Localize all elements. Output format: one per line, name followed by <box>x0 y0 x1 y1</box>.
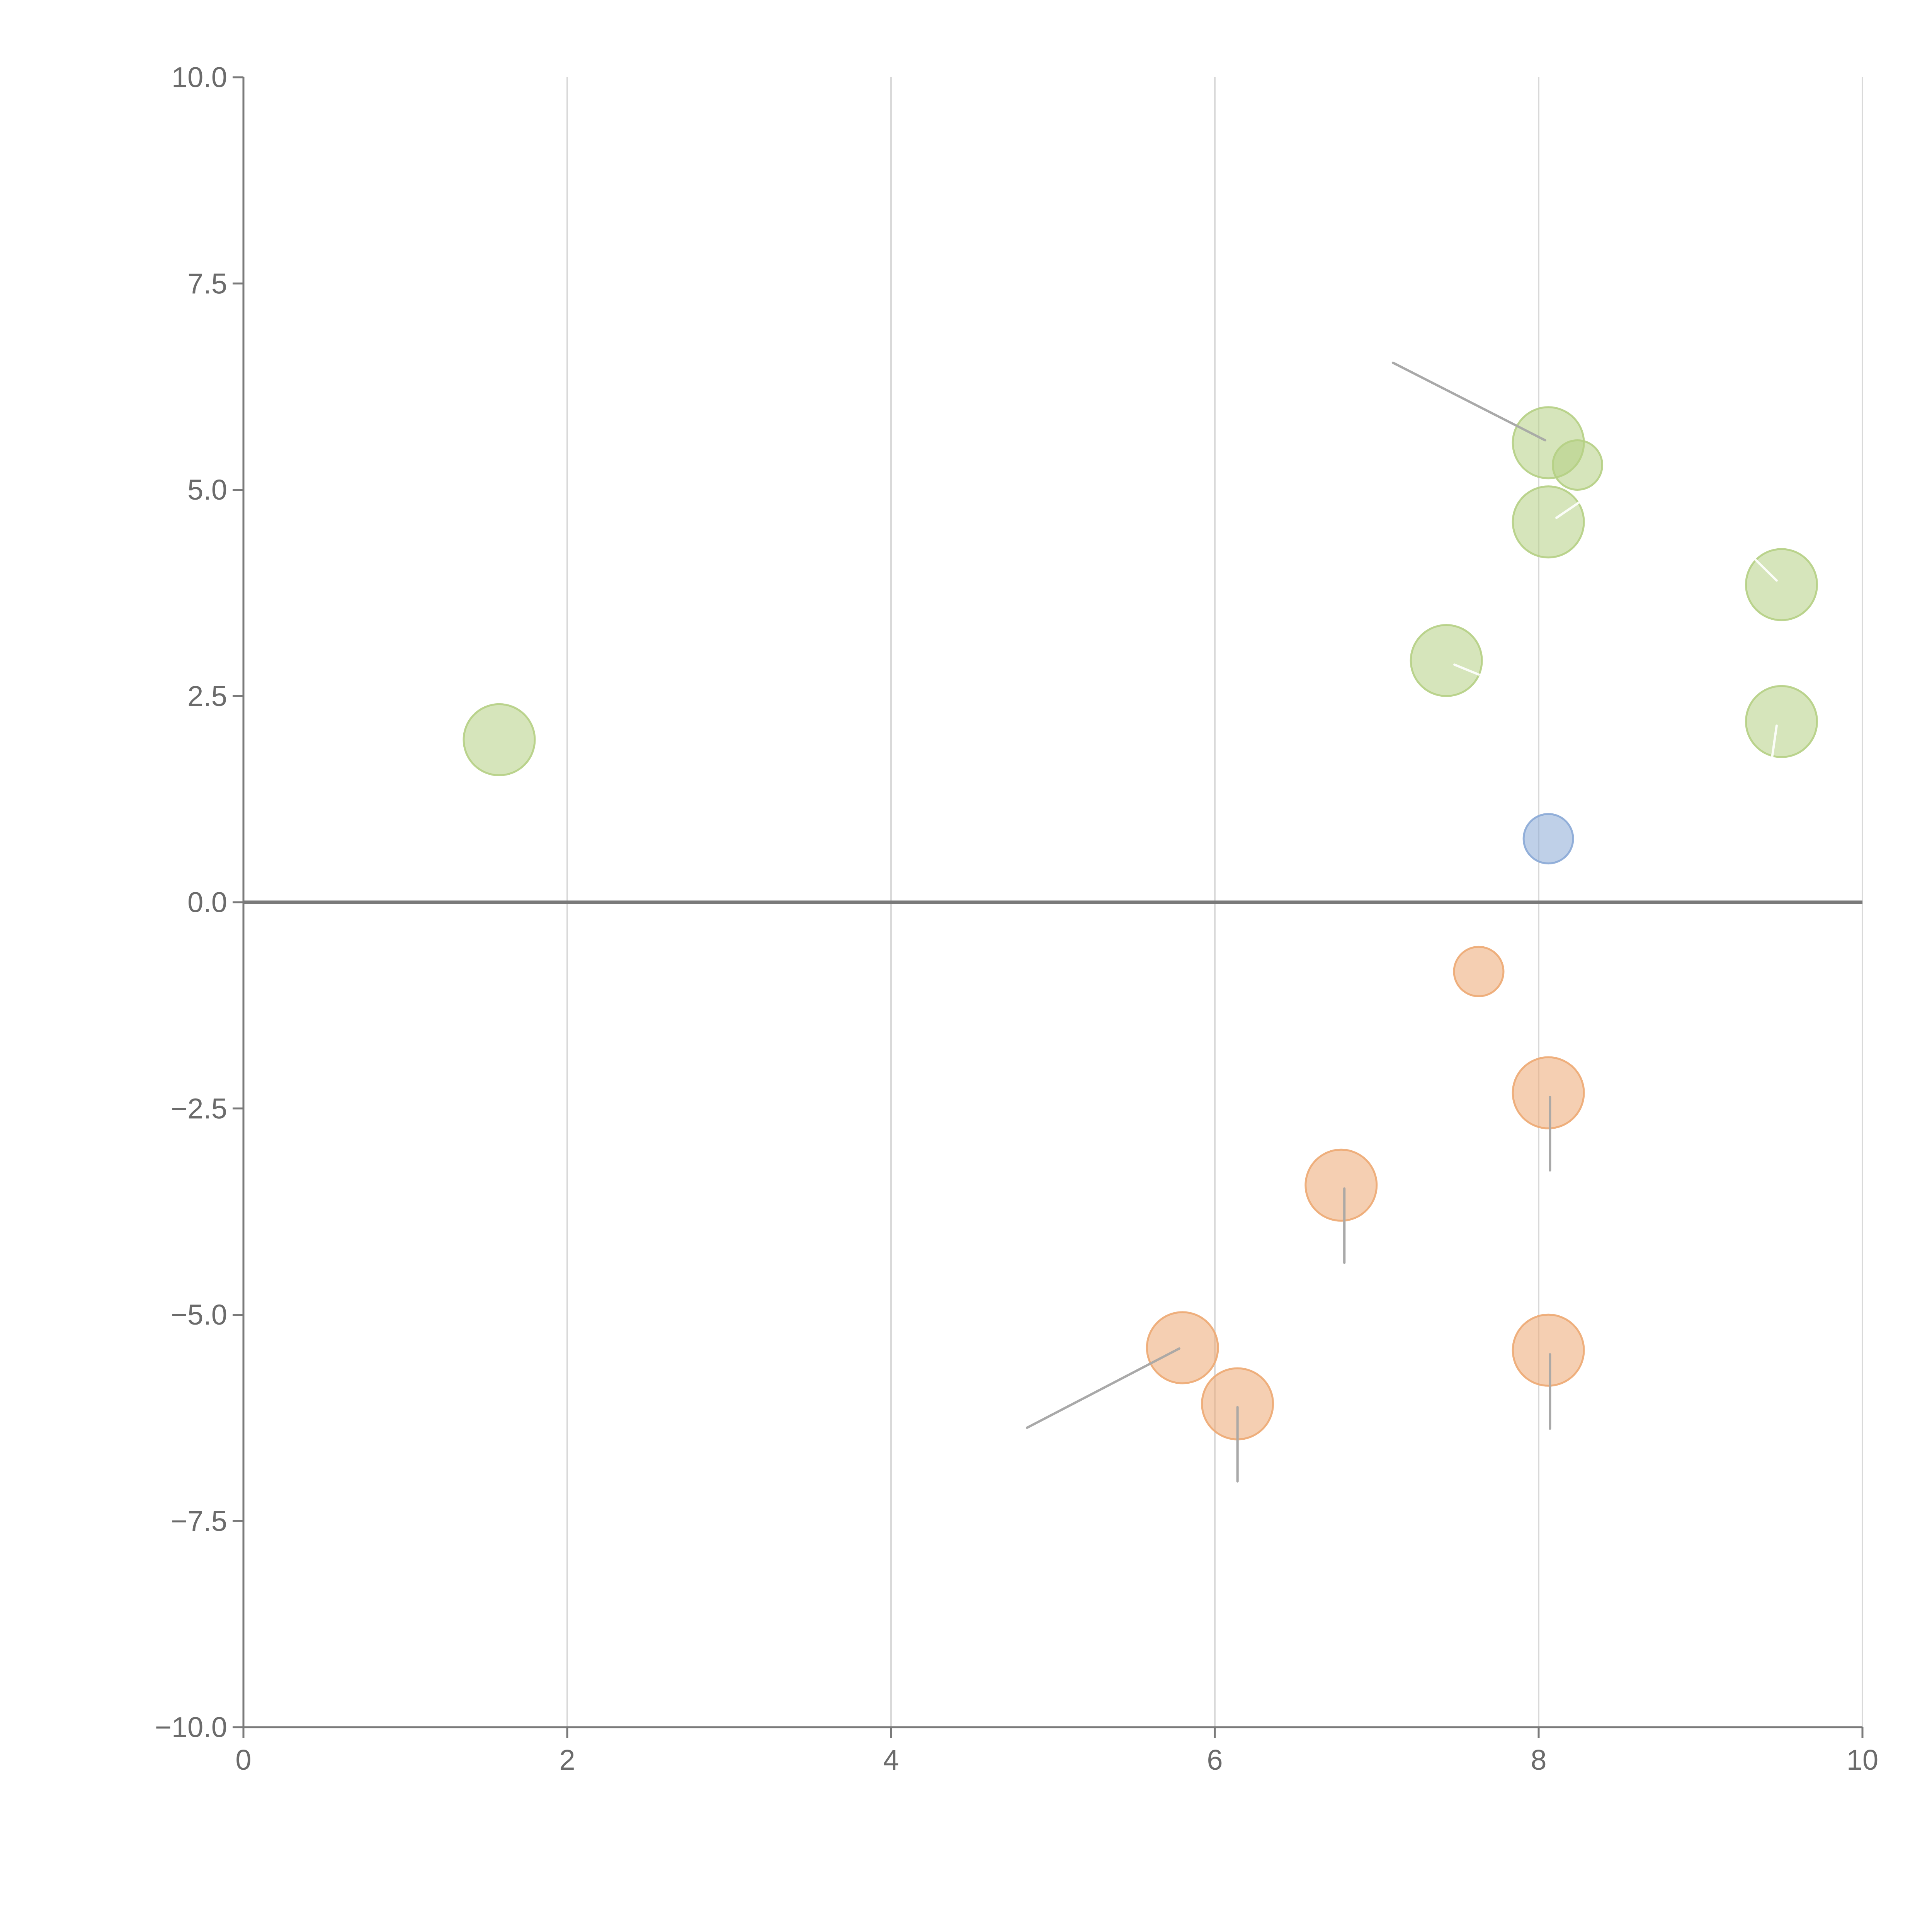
point-positive-0 <box>463 703 536 776</box>
connector-lines <box>1026 361 1778 1483</box>
connector-line-top-6 <box>1555 500 1582 519</box>
y-tick-label-6: −5.0 <box>171 1299 227 1331</box>
y-tick-label-4: 0.0 <box>187 886 227 918</box>
y-tick-label-7: −7.5 <box>171 1505 227 1537</box>
x-tick-label-0: 0 <box>235 1744 251 1776</box>
data-points <box>463 406 1818 1440</box>
x-tick-label-3: 6 <box>1207 1744 1223 1776</box>
point-positive-1 <box>1410 624 1483 697</box>
point-negative-2 <box>1304 1148 1378 1222</box>
connector-line-top-0 <box>1391 361 1546 442</box>
point-negative-1 <box>1512 1056 1585 1129</box>
connector-line-top-7 <box>1753 557 1778 582</box>
connector-line-top-8 <box>1770 724 1778 761</box>
y-tick-label-8: −10.0 <box>155 1711 227 1743</box>
point-positive-4 <box>1512 485 1585 559</box>
y-tick-label-2: 5.0 <box>187 474 227 506</box>
point-neutral-0 <box>1522 813 1574 865</box>
point-positive-3 <box>1552 439 1604 491</box>
connector-line-top-3 <box>1026 1347 1180 1429</box>
y-tick-label-0: 10.0 <box>172 61 227 94</box>
point-negative-5 <box>1512 1313 1585 1387</box>
point-negative-0 <box>1453 946 1505 997</box>
y-tick-label-1: 7.5 <box>187 267 227 299</box>
y-tick-label-3: 2.5 <box>187 680 227 712</box>
connector-line-top-9 <box>1453 663 1480 676</box>
axes: 10.0 7.5 5.0 2.5 0.0 −2.5 −5.0 −7.5 −10.00 2 4 6 8 10 <box>155 61 1878 1776</box>
x-tick-label-5: 10 <box>1847 1744 1878 1776</box>
connector-lines-top <box>1026 361 1778 1483</box>
point-negative-3 <box>1146 1311 1219 1384</box>
y-tick-label-5: −2.5 <box>171 1092 227 1124</box>
x-tick-label-1: 2 <box>559 1744 575 1776</box>
x-tick-label-2: 4 <box>883 1744 899 1776</box>
point-positive-6 <box>1745 685 1818 758</box>
x-tick-label-4: 8 <box>1531 1744 1546 1776</box>
